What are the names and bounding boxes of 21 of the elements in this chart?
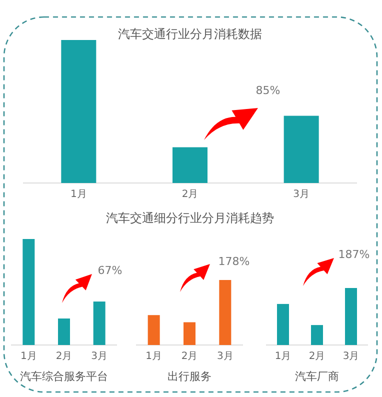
annotation: 67% bbox=[98, 264, 122, 277]
x-tick-label: 2月 bbox=[182, 189, 198, 200]
annotation: 85% bbox=[256, 84, 280, 97]
x-tick-label: 2月 bbox=[308, 351, 326, 362]
chart-title: 汽车交通细分行业分月消耗趋势 bbox=[106, 211, 274, 225]
x-tick-label: 1月 bbox=[70, 189, 87, 200]
x-tick-label: 3月 bbox=[216, 351, 234, 362]
x-tick-label: 3月 bbox=[91, 351, 108, 362]
x-axis-title: 汽车厂商 bbox=[295, 370, 339, 383]
x-tick-label: 2月 bbox=[56, 351, 72, 362]
x-tick-label: 3月 bbox=[342, 351, 360, 362]
x-tick-label: 2月 bbox=[181, 351, 198, 362]
x-tick-label: 1月 bbox=[274, 351, 292, 362]
x-axis-title: 出行服务 bbox=[168, 370, 212, 383]
chart-title: 汽车交通行业分月消耗数据 bbox=[118, 27, 262, 41]
text: 178% bbox=[218, 255, 250, 268]
x-axis-title: 汽车综合服务平台 bbox=[20, 370, 108, 383]
x-tick-label: 1月 bbox=[20, 351, 37, 362]
text: 187% bbox=[338, 248, 370, 261]
x-tick-label: 1月 bbox=[146, 351, 162, 362]
x-tick-label: 3月 bbox=[293, 189, 310, 200]
